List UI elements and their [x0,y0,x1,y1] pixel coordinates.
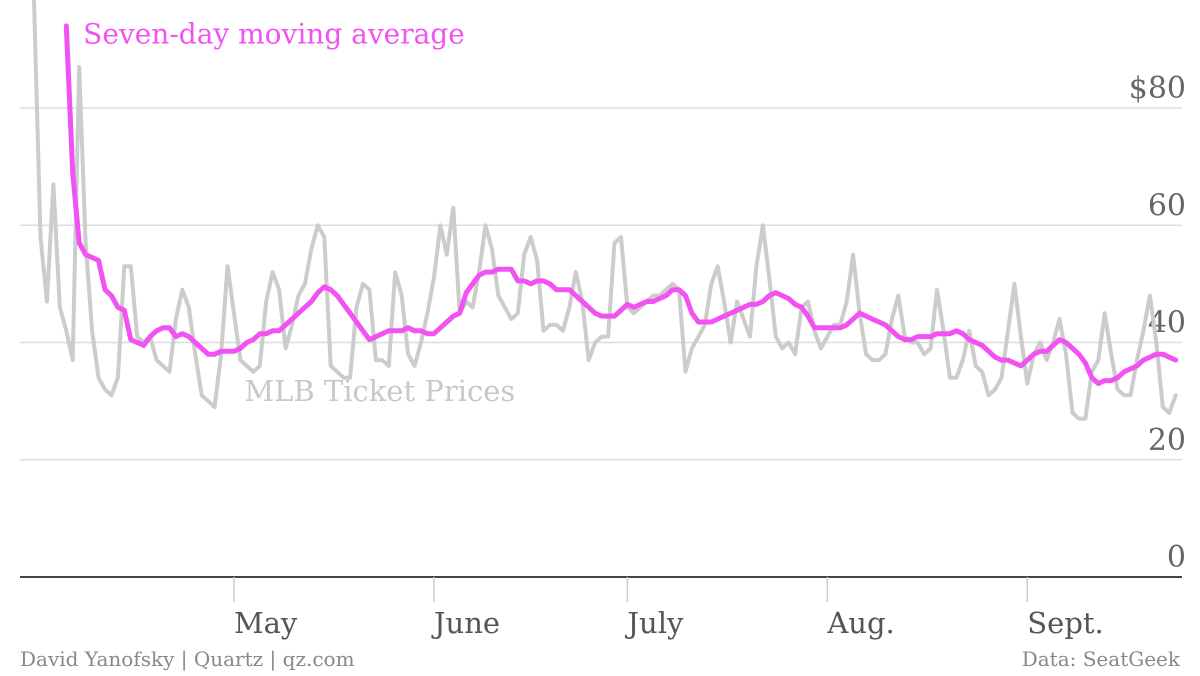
month-label: Sept. [1027,606,1103,640]
data-source: Data: SeatGeek [1021,647,1180,671]
month-label: July [624,606,684,640]
gridlines [20,107,1182,578]
y-tick-label: 0 [1167,540,1186,575]
ticket-price-line [32,0,1178,421]
author-credit: David Yanofsky | Quartz | qz.com [20,647,355,671]
moving-average-label: Seven-day moving average [83,18,465,51]
month-label: June [431,606,500,640]
annotations: Seven-day moving average MLB Ticket Price… [83,18,515,409]
month-label: May [234,606,298,640]
moving-average-line [63,23,1179,386]
month-label: Aug. [826,606,894,640]
y-tick-label: $80 [1129,71,1186,106]
y-tick-label: 20 [1148,423,1186,458]
ticket-price-label: MLB Ticket Prices [244,374,515,408]
y-tick-label: 60 [1148,188,1186,223]
series-lines [32,0,1179,421]
